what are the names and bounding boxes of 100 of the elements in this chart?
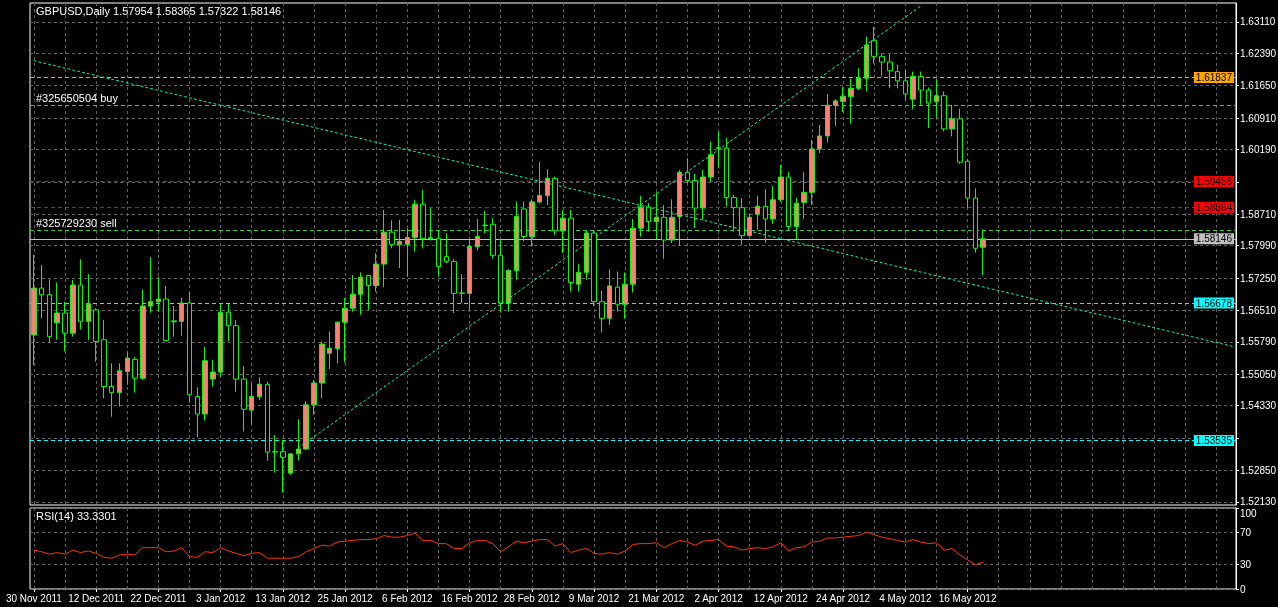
candlestick <box>763 188 768 244</box>
ref-line-label: 1.53535 <box>1195 435 1233 446</box>
candlestick <box>848 78 854 125</box>
candlestick <box>871 26 877 64</box>
candlestick <box>482 210 488 234</box>
candlestick <box>973 187 978 254</box>
candlestick <box>311 379 317 416</box>
candlestick <box>54 281 60 341</box>
ref-line-label: 1.58864 <box>1195 201 1233 213</box>
y-tick-label: 1.56510 <box>1240 304 1277 316</box>
candlestick <box>910 71 916 110</box>
candlestick <box>638 195 644 238</box>
candlestick <box>646 202 651 233</box>
candlestick <box>537 161 542 204</box>
ref-line-label: 1.56678 <box>1195 297 1233 309</box>
candlestick <box>459 273 465 304</box>
candlestick <box>568 209 574 293</box>
y-tick-label: 1.63110 <box>1240 16 1276 28</box>
x-tick-label: 6 Feb 2012 <box>382 592 434 604</box>
candlestick <box>622 271 628 320</box>
candlestick <box>576 263 581 293</box>
candlestick <box>280 439 286 494</box>
candlestick <box>358 271 363 316</box>
candlestick <box>241 365 247 433</box>
candlestick <box>965 158 970 209</box>
x-tick-label: 21 Mar 2012 <box>628 592 685 604</box>
candlestick <box>949 104 955 137</box>
x-tick-label: 12 Dec 2011 <box>68 592 125 604</box>
candlestick <box>62 301 68 353</box>
x-tick-label: 16 Feb 2012 <box>441 592 499 604</box>
candlestick <box>716 131 721 169</box>
y-tick-label: 30 <box>1240 559 1252 571</box>
candlestick <box>132 356 138 394</box>
ref-line-label: 1.61837 <box>1195 71 1233 83</box>
candlestick <box>778 164 784 203</box>
candlestick <box>926 86 931 129</box>
candlestick <box>296 418 301 461</box>
candlestick <box>918 71 924 106</box>
candlestick <box>731 194 737 233</box>
candlestick <box>506 268 511 313</box>
candlestick <box>529 198 535 248</box>
y-tick-label: 100 <box>1240 507 1258 519</box>
candlestick <box>31 254 37 366</box>
candlestick <box>109 362 114 418</box>
candlestick <box>272 434 278 474</box>
candlestick <box>381 209 387 288</box>
candlestick <box>171 305 177 338</box>
chart-title: RSI(14) 33.3301 <box>36 509 117 522</box>
candlestick <box>786 171 791 231</box>
candlestick <box>545 168 550 206</box>
candlestick <box>685 157 690 184</box>
y-tick-label: 1.55790 <box>1240 336 1277 348</box>
candlestick <box>809 139 815 206</box>
candlestick <box>467 239 472 311</box>
candlestick <box>708 141 714 182</box>
candlestick <box>233 319 239 393</box>
candlestick <box>514 201 519 281</box>
candlestick <box>140 288 146 381</box>
candlestick <box>101 319 107 399</box>
candlestick <box>226 303 231 342</box>
y-tick-label: 1.57990 <box>1240 240 1277 252</box>
candlestick <box>93 307 99 363</box>
x-tick-label: 16 May 2012 <box>938 592 997 604</box>
candlestick <box>210 359 216 387</box>
candlestick <box>560 209 566 254</box>
candlestick <box>373 252 379 293</box>
candlestick <box>957 108 963 165</box>
candlestick <box>319 340 325 399</box>
candlestick <box>692 173 698 229</box>
candlestick <box>412 199 418 252</box>
y-tick-label: 1.52850 <box>1240 464 1277 476</box>
candlestick <box>584 229 589 281</box>
x-tick-label: 2 Apr 2012 <box>694 592 744 604</box>
y-tick-label: 1.62390 <box>1240 47 1277 59</box>
candlestick <box>451 258 457 314</box>
candlestick <box>436 229 441 278</box>
ref-line-label: 1.59456 <box>1195 176 1233 188</box>
x-tick-label: 9 Mar 2012 <box>568 592 620 604</box>
candlestick <box>350 274 356 313</box>
y-tick-label: 1.57250 <box>1240 272 1277 284</box>
y-tick-label: 1.60190 <box>1240 143 1277 155</box>
candlestick <box>724 137 729 207</box>
candlestick <box>903 69 908 101</box>
candlestick <box>420 189 426 249</box>
candlestick <box>475 218 480 251</box>
candlestick <box>747 212 752 238</box>
candlestick <box>327 330 332 370</box>
x-tick-label: 25 Jan 2012 <box>317 592 374 604</box>
candlestick <box>700 169 706 221</box>
y-tick-label: 1.58710 <box>1240 208 1277 220</box>
candlestick <box>148 256 153 314</box>
candlestick <box>521 201 527 242</box>
candlestick <box>825 93 830 143</box>
candlestick <box>895 64 900 89</box>
y-tick-label: 1.54330 <box>1240 400 1277 412</box>
x-tick-label: 12 Apr 2012 <box>753 592 809 604</box>
y-tick-label: 0 <box>1240 583 1246 595</box>
candlestick <box>187 291 192 404</box>
x-tick-label: 28 Feb 2012 <box>503 592 561 604</box>
candlestick <box>47 278 52 344</box>
